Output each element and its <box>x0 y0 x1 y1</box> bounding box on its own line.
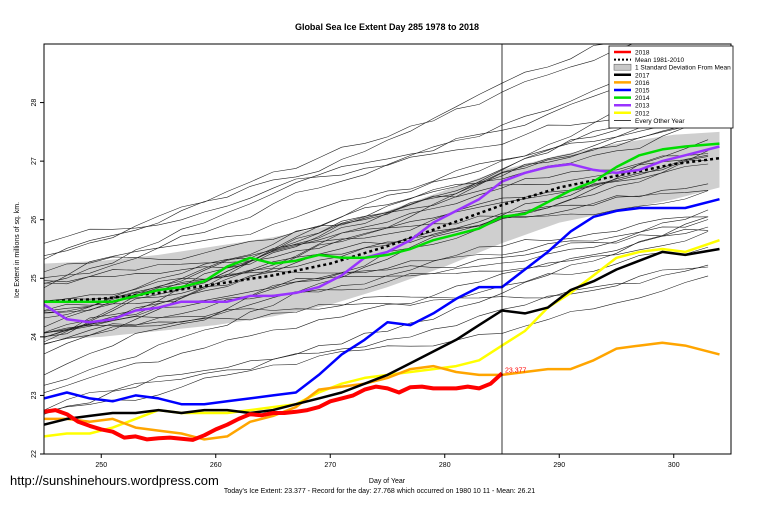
other-year-line <box>44 190 709 283</box>
other-year-line <box>44 54 709 284</box>
legend-label: 2013 <box>635 103 650 110</box>
other-year-line <box>44 209 709 334</box>
other-year-line <box>44 231 709 393</box>
series-2015 <box>44 197 720 406</box>
legend-label: 1 Standard Deviation From Mean <box>635 65 731 72</box>
stats-line: Today's Ice Extent: 23.377 - Record for … <box>223 488 536 495</box>
legend-swatch <box>613 63 632 71</box>
other-year-line <box>44 246 709 345</box>
other-year-line <box>44 44 634 256</box>
series-2013 <box>44 145 720 324</box>
legend-label: Mean 1981-2010 <box>635 57 685 64</box>
other-year-line <box>44 228 709 304</box>
plot-content <box>44 44 720 442</box>
legend-label: 2016 <box>635 80 650 87</box>
mean-line <box>44 156 720 303</box>
other-year-line <box>44 44 608 260</box>
y-tick-label: 28 <box>31 99 38 107</box>
other-year-line <box>44 122 709 337</box>
other-year-line <box>44 183 709 302</box>
x-tick-label: 250 <box>95 462 107 469</box>
x-tick-label: 270 <box>324 462 336 469</box>
y-tick-label: 26 <box>31 216 38 224</box>
other-year-line <box>44 226 709 311</box>
series-2018 <box>44 371 504 442</box>
x-tick-label: 280 <box>439 462 451 469</box>
other-year-line <box>44 94 709 343</box>
other-year-line <box>44 163 709 313</box>
y-axis-label: Ice Extent in millions of sq. km. <box>14 202 21 298</box>
other-year-line <box>44 216 709 345</box>
series-2017 <box>44 247 720 426</box>
x-axis-label: Day of Year <box>369 478 406 485</box>
plot-area: 23.377 250 260 270 280 290 300 22 23 24 25 26 27 28 <box>31 43 732 469</box>
other-year-line <box>44 156 709 355</box>
source-url[interactable]: http://sunshinehours.wordpress.com <box>10 473 219 488</box>
series-2014 <box>44 142 720 303</box>
chart-title: Global Sea Ice Extent Day 285 1978 to 20… <box>295 22 479 32</box>
other-year-line <box>44 95 709 338</box>
other-year-line <box>44 107 709 278</box>
current-value-label: 23.377 <box>505 367 527 374</box>
other-year-line <box>44 266 709 411</box>
other-year-line <box>44 159 709 273</box>
other-year-line <box>44 190 709 314</box>
x-tick-label: 260 <box>210 462 222 469</box>
plot-frame <box>43 43 732 455</box>
legend-label: 2018 <box>635 50 650 57</box>
y-tick-label: 25 <box>31 274 38 282</box>
other-year-line <box>44 139 709 386</box>
other-year-line <box>44 264 709 338</box>
y-tick-label: 23 <box>31 391 38 399</box>
other-year-line <box>44 90 709 244</box>
other-year-line <box>44 80 709 319</box>
legend-label: 2014 <box>635 95 650 102</box>
legend-box <box>608 45 734 129</box>
other-year-line <box>44 150 709 376</box>
series-2016 <box>44 341 720 441</box>
other-year-line <box>44 154 709 334</box>
other-year-line <box>44 275 709 413</box>
y-tick-label: 24 <box>31 333 38 341</box>
legend-label: 2015 <box>635 88 650 95</box>
y-tick-label: 27 <box>31 157 38 165</box>
x-tick-label: 290 <box>553 462 565 469</box>
legend-label: Every Other Year <box>635 118 685 125</box>
x-tick-label: 300 <box>668 462 680 469</box>
y-tick-label: 22 <box>31 450 38 458</box>
other-year-line <box>44 107 709 328</box>
legend-label: 2017 <box>635 72 650 79</box>
legend-label: 2012 <box>635 110 650 117</box>
other-year-line <box>44 55 709 288</box>
